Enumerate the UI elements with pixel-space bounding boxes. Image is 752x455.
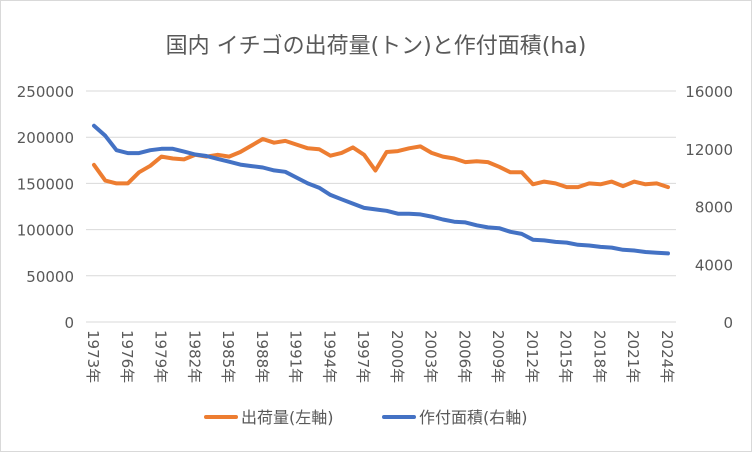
series-line-right	[92, 123, 670, 256]
x-tick-label: 1994年	[320, 330, 338, 383]
chart-title: 国内 イチゴの出荷量(トン)と作付面積(ha)	[166, 34, 587, 59]
y-right-tick-label: 4000	[695, 256, 733, 274]
y-left-tick-label: 250000	[17, 83, 74, 101]
x-tick-label: 1982年	[185, 330, 203, 383]
x-tick-label: 1979年	[152, 330, 170, 383]
y-left-tick-label: 50000	[26, 268, 74, 286]
legend-label: 作付面積(右軸)	[419, 408, 528, 427]
y-left-tick-label: 150000	[17, 175, 74, 193]
x-tick-label: 1997年	[354, 330, 372, 383]
y-right-tick-label: 8000	[695, 199, 733, 217]
x-tick-label: 1985年	[219, 330, 237, 383]
y-left-tick-label: 100000	[17, 222, 74, 240]
series-line-left	[92, 137, 670, 190]
x-tick-label: 2021年	[624, 330, 642, 383]
y-left-tick-label: 200000	[17, 129, 74, 147]
x-tick-label: 2012年	[523, 330, 541, 383]
x-tick-label: 1973年	[84, 330, 102, 383]
x-tick-label: 2015年	[557, 330, 575, 383]
y-right-tick-label: 0	[723, 314, 733, 332]
x-tick-label: 2018年	[590, 330, 608, 383]
x-tick-label: 1991年	[287, 330, 305, 383]
y-right-tick-label: 12000	[685, 141, 733, 159]
x-tick-label: 2003年	[422, 330, 440, 383]
y-right-tick-label: 16000	[685, 83, 733, 101]
x-tick-label: 1988年	[253, 330, 271, 383]
legend-label: 出荷量(左軸)	[241, 408, 334, 427]
x-tick-label: 2000年	[388, 330, 406, 383]
x-tick-label: 2009年	[489, 330, 507, 383]
x-tick-label: 2024年	[658, 330, 676, 383]
y-left-tick-label: 0	[64, 314, 74, 332]
x-tick-label: 1976年	[118, 330, 136, 383]
x-tick-label: 2006年	[455, 330, 473, 383]
